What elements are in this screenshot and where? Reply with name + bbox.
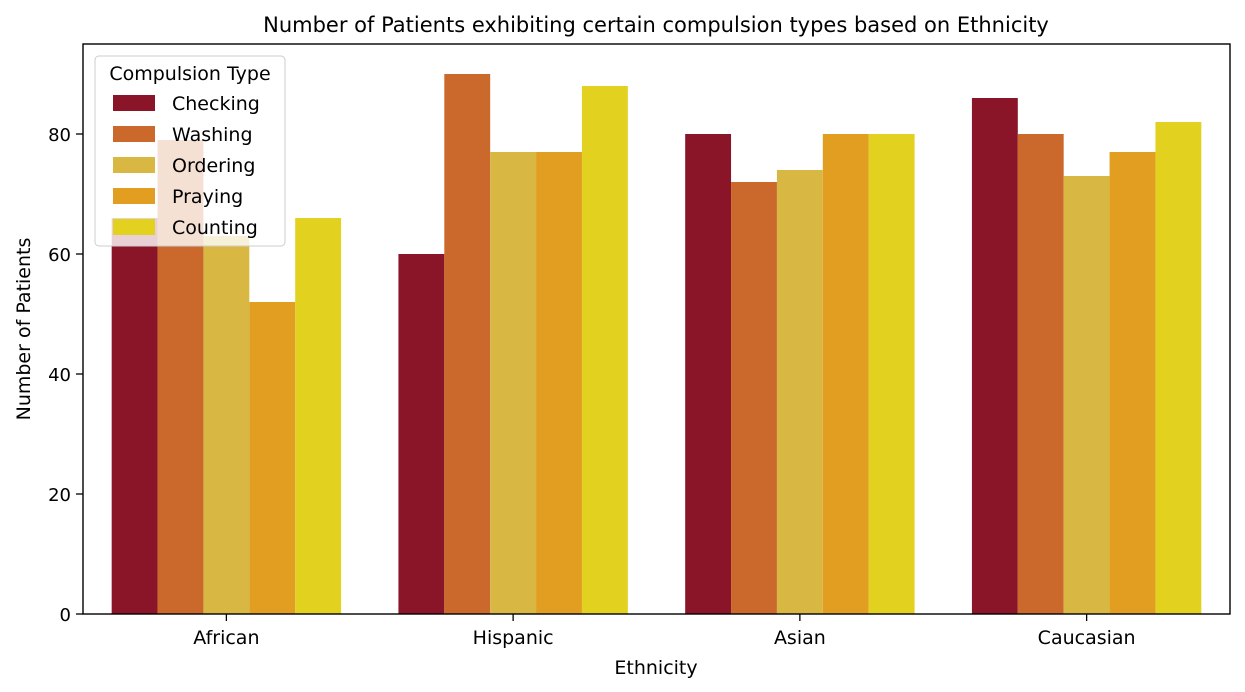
x-axis: African Hispanic Asian Caucasian	[193, 614, 1136, 649]
x-tick-label: African	[193, 627, 259, 649]
y-tick-label: 40	[48, 365, 71, 386]
legend-label-checking: Checking	[172, 93, 260, 115]
bar-washing-caucasian	[1017, 134, 1064, 614]
legend: Compulsion Type Checking Washing Ordering P…	[94, 55, 286, 247]
legend-swatch-checking	[113, 95, 155, 111]
bar-praying-hispanic	[536, 152, 582, 614]
chart-title: Number of Patients exhibiting certain co…	[263, 13, 1049, 37]
legend-label-washing: Washing	[172, 124, 253, 146]
legend-label-praying: Praying	[172, 186, 243, 208]
bar-praying-asian	[822, 134, 869, 614]
legend-swatch-ordering	[113, 157, 155, 173]
legend-items: Checking Washing Ordering Praying Counting	[113, 93, 260, 239]
x-tick-label: Caucasian	[1038, 627, 1136, 649]
legend-label-counting: Counting	[172, 217, 258, 239]
legend-swatch-counting	[113, 219, 155, 235]
legend-title: Compulsion Type	[109, 63, 270, 85]
legend-swatch-washing	[113, 126, 155, 142]
x-tick-label: Hispanic	[473, 627, 554, 649]
bar-counting-hispanic	[581, 86, 628, 614]
bar-checking-hispanic	[398, 254, 445, 614]
bar-ordering-african	[203, 236, 250, 614]
x-axis-label: Ethnicity	[614, 657, 697, 679]
y-tick-label: 0	[60, 605, 71, 626]
y-tick-label: 60	[48, 245, 71, 266]
x-tick-label: Asian	[774, 627, 826, 649]
legend-label-ordering: Ordering	[172, 155, 255, 177]
y-axis-label: Number of Patients	[13, 238, 35, 421]
legend-swatch-praying	[113, 188, 155, 204]
bar-washing-hispanic	[444, 74, 491, 614]
bar-ordering-hispanic	[490, 152, 537, 614]
bar-washing-asian	[731, 182, 777, 614]
y-tick-label: 80	[48, 125, 71, 146]
plot-frame	[82, 43, 1231, 615]
bar-checking-caucasian	[971, 98, 1018, 614]
bar-ordering-caucasian	[1063, 176, 1110, 614]
bar-counting-african	[295, 218, 342, 614]
bar-counting-caucasian	[1155, 122, 1202, 614]
bar-checking-asian	[685, 134, 732, 614]
bar-counting-asian	[868, 134, 915, 614]
bar-checking-african	[111, 218, 158, 614]
bar-ordering-asian	[776, 170, 823, 614]
y-axis: 0 20 40 60 80	[48, 125, 83, 626]
y-tick-label: 20	[48, 485, 71, 506]
bar-praying-african	[249, 302, 296, 614]
bar-praying-caucasian	[1109, 152, 1156, 614]
